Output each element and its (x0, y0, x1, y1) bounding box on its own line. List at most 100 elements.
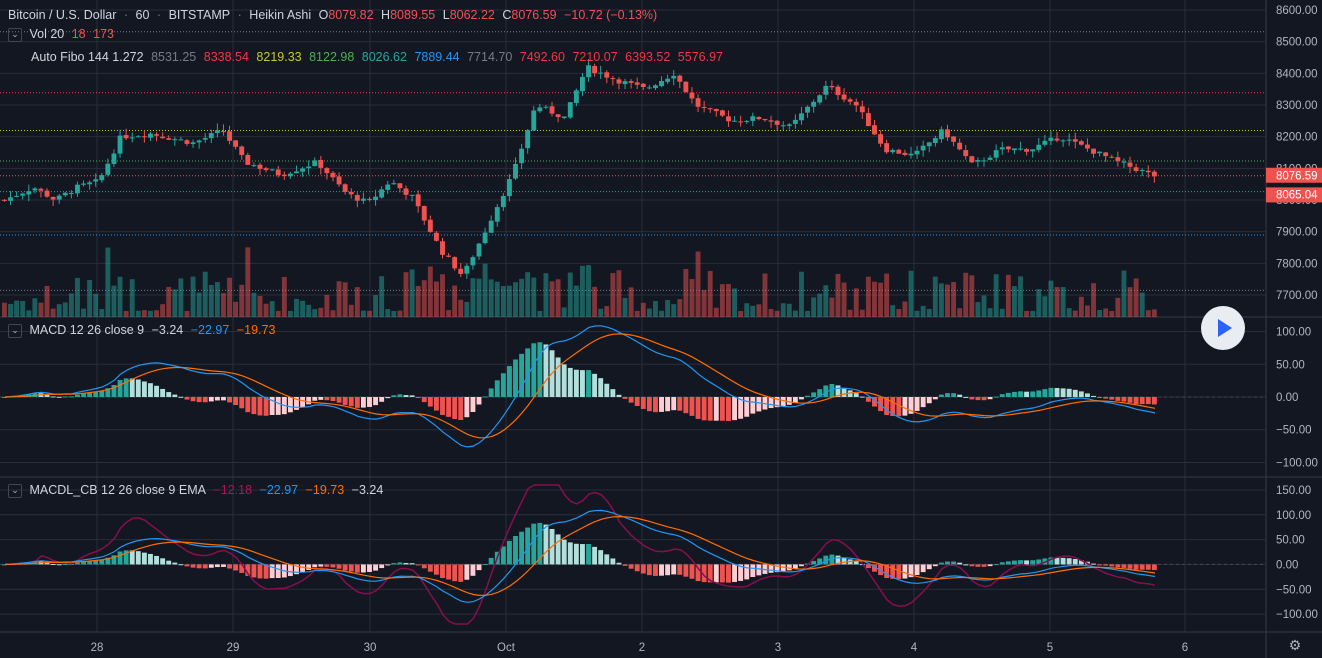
candle-body (50, 196, 56, 200)
histogram-bar (184, 397, 190, 400)
candle-body (172, 139, 178, 141)
histogram-bar (713, 397, 719, 421)
histogram-bar (135, 379, 141, 397)
candle-body (251, 165, 257, 167)
candle-body (287, 173, 293, 177)
candle-body (561, 116, 567, 118)
candle-body (981, 160, 987, 162)
time-axis-label: 30 (364, 642, 377, 654)
candle-body (701, 106, 707, 108)
symbol-pair[interactable]: Bitcoin / U.S. Dollar (8, 8, 117, 22)
histogram-bar (324, 397, 330, 401)
histogram-bar (744, 397, 750, 417)
histogram-bar (573, 543, 579, 565)
volume-bar (628, 287, 634, 317)
candle-body (1151, 171, 1157, 177)
histogram-bar (543, 524, 549, 565)
candle-body (549, 106, 555, 114)
volume-bar (640, 302, 646, 317)
volume-bar (281, 276, 287, 317)
histogram-bar (117, 551, 123, 565)
histogram-bar (452, 397, 458, 420)
histogram-bar (756, 564, 762, 576)
candle-body (62, 192, 68, 196)
volume-bar (135, 310, 141, 317)
candle-body (117, 135, 123, 154)
volume-bar (890, 305, 896, 317)
histogram-bar (269, 397, 275, 416)
volume-bar (1151, 309, 1157, 317)
candle-body (14, 195, 20, 197)
histogram-bar (257, 564, 263, 579)
histogram-bar (610, 558, 616, 565)
histogram-bar (938, 394, 944, 397)
chevron-down-icon[interactable]: ⌄ (8, 483, 22, 498)
candle-body (148, 133, 153, 138)
histogram-bar (190, 397, 196, 402)
volume-bar (1078, 296, 1084, 317)
candle-body (391, 183, 397, 185)
histogram-bar (829, 554, 835, 565)
volume-bar (519, 278, 525, 317)
candle-body (902, 152, 908, 155)
candle-body (306, 166, 312, 169)
candle-body (269, 169, 275, 171)
candle-body (580, 76, 585, 92)
histogram-bar (920, 397, 926, 408)
gear-icon[interactable]: ⚙ (1288, 637, 1302, 653)
macd-name[interactable]: MACD 12 26 close 9 (29, 323, 145, 337)
candle-body (969, 156, 975, 163)
candle-body (373, 196, 379, 201)
histogram-bar (300, 564, 306, 573)
volume-bar (360, 310, 366, 317)
histogram-bar (87, 561, 93, 565)
candle-body (26, 191, 32, 195)
volume-bar (689, 279, 695, 317)
candle-body (853, 101, 859, 106)
histogram-bar (914, 564, 920, 576)
candle-body (1133, 167, 1139, 171)
volume-bar (701, 290, 707, 317)
vol-name[interactable]: Vol 20 (29, 27, 65, 41)
play-button[interactable] (1201, 306, 1245, 350)
volume-bar (872, 281, 877, 317)
histogram-bar (665, 397, 671, 412)
volume-bar (951, 282, 957, 317)
histogram-bar (129, 550, 135, 565)
histogram-bar (373, 564, 379, 571)
histogram-bar (580, 370, 585, 397)
candle-body (44, 190, 50, 197)
histogram-bar (628, 397, 634, 403)
volume-bar (148, 310, 153, 317)
candle-body (500, 195, 506, 208)
volume-bar (367, 310, 372, 317)
histogram-bar (1145, 564, 1151, 570)
histogram-bar (975, 397, 981, 401)
volume-bar (117, 276, 123, 317)
macdl-name[interactable]: MACDL_CB 12 26 close 9 EMA (29, 483, 206, 497)
chevron-down-icon[interactable]: ⌄ (8, 27, 22, 42)
histogram-bar (1127, 564, 1133, 569)
fibo-name[interactable]: Auto Fibo 144 1.272 (31, 50, 144, 64)
candle-body (817, 95, 823, 103)
candle-body (1005, 146, 1011, 150)
histogram-bar (330, 397, 336, 402)
histogram-bar (1151, 564, 1157, 571)
volume-bar (805, 310, 810, 317)
candle-body (762, 118, 768, 121)
histogram-bar (367, 564, 372, 572)
histogram-bar (902, 564, 908, 579)
candle-body (56, 195, 62, 200)
volume-bar (324, 294, 330, 317)
symbol-interval[interactable]: 60 (135, 8, 150, 22)
volume-bar (945, 284, 950, 317)
candle-body (367, 198, 372, 200)
volume-bar (1115, 297, 1121, 317)
histogram-bar (586, 543, 591, 565)
candle-body (811, 101, 817, 107)
last-price-label: 8076.59 (1276, 171, 1318, 183)
volume-bar (458, 299, 464, 317)
chevron-down-icon[interactable]: ⌄ (8, 323, 22, 338)
histogram-bar (415, 397, 421, 398)
